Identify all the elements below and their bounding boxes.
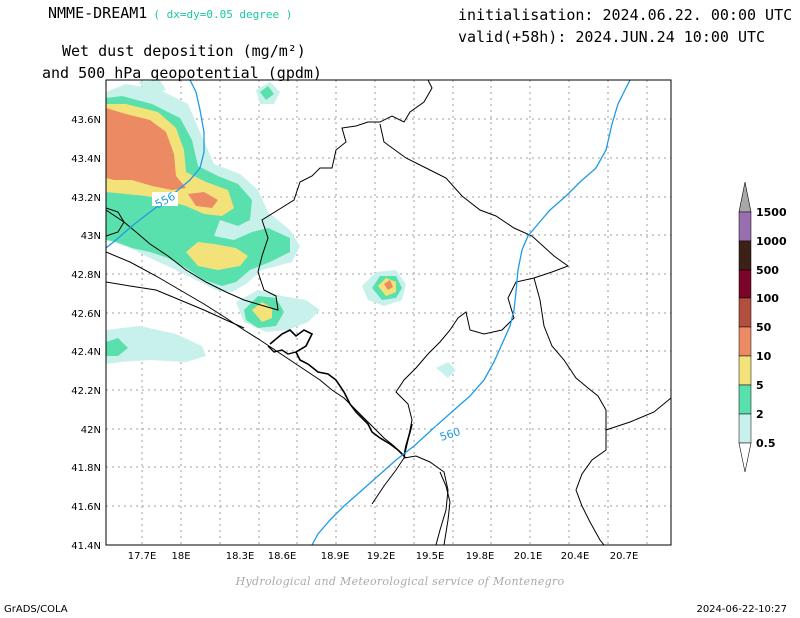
- bay-of-kotor-coast: [269, 329, 413, 458]
- lat-label: 42.4N: [71, 347, 101, 358]
- contour-label-560: 560: [438, 425, 462, 444]
- country-border: [371, 457, 405, 505]
- lat-label: 43N: [81, 231, 101, 242]
- legend-swatch-0.5: [738, 413, 752, 444]
- lat-label: 43.2N: [71, 193, 101, 204]
- field-title-line1: Wet dust deposition (mg/m²): [62, 42, 306, 60]
- resolution-label: ( dx=dy=0.05 degree ): [153, 8, 293, 21]
- dust-area-0.5: [436, 362, 456, 378]
- lat-label: 42.2N: [71, 386, 101, 397]
- software-label: GrADS/COLA: [4, 604, 68, 615]
- legend-label: 100: [756, 292, 779, 305]
- contour-label-bg: [152, 192, 178, 206]
- lat-label: 42.6N: [71, 309, 101, 320]
- country-border: [533, 277, 607, 545]
- legend-swatch-100: [738, 269, 752, 299]
- legend-swatch-1000: [738, 211, 752, 242]
- legend-swatch-5: [738, 355, 752, 386]
- initialisation-time: initialisation: 2024.06.22. 00:00 UTC: [458, 6, 793, 24]
- legend-swatch-500: [738, 240, 752, 271]
- country-border: [379, 123, 570, 459]
- legend-swatch-50: [738, 297, 752, 328]
- lon-label: 19.5E: [416, 551, 445, 562]
- lon-label: 19.8E: [466, 551, 495, 562]
- dust-area-0.5: [106, 326, 206, 364]
- lon-label: 18.6E: [268, 551, 297, 562]
- legend-swatch-2: [738, 384, 752, 415]
- model-name: NMME-DREAM1: [48, 4, 148, 22]
- dust-area-0.5: [138, 80, 166, 94]
- legend-label: 1000: [756, 235, 787, 248]
- lon-label: 19.2E: [367, 551, 396, 562]
- dust-area-10: [384, 280, 393, 290]
- geopotential-contours: [106, 80, 631, 545]
- dust-area-5: [186, 242, 248, 270]
- legend-label: 50: [756, 321, 772, 334]
- lat-label: 42.8N: [71, 270, 101, 281]
- legend-label: 0.5: [756, 437, 776, 450]
- dust-deposition-field: [106, 80, 456, 378]
- dust-area-10: [106, 108, 186, 190]
- legend-label: 10: [756, 350, 772, 363]
- lon-label: 20.7E: [610, 551, 639, 562]
- lat-label: 43.6N: [71, 115, 101, 126]
- river: [439, 471, 451, 545]
- lon-axis: 17.7E 18E 18.3E 18.6E 18.9E 19.2E 19.5E …: [128, 551, 639, 562]
- country-border: [605, 397, 671, 431]
- country-border: [106, 207, 125, 237]
- contour-label-bg: [436, 426, 464, 440]
- lat-label: 43.4N: [71, 154, 101, 165]
- lon-label: 18.9E: [321, 551, 350, 562]
- country-border: [403, 455, 449, 545]
- lat-axis: 43.6N 43.4N 43.2N 43N 42.8N 42.6N 42.4N …: [71, 115, 101, 552]
- map-frame: [105, 79, 672, 546]
- lat-label: 41.6N: [71, 502, 101, 513]
- lat-label: 42N: [81, 425, 101, 436]
- legend-label: 5: [756, 379, 764, 392]
- lat-label: 41.4N: [71, 541, 101, 552]
- bay-inner: [267, 345, 297, 355]
- contour-560: [311, 80, 631, 545]
- lon-label: 20.1E: [514, 551, 543, 562]
- plot-timestamp: 2024-06-22-10:27: [696, 604, 787, 615]
- coastline: [106, 251, 407, 459]
- legend-swatch-10: [738, 326, 752, 357]
- dust-area-2: [260, 86, 274, 100]
- dust-area-10: [188, 192, 218, 208]
- country-border: [106, 80, 433, 311]
- legend-label: 500: [756, 264, 779, 277]
- valid-time: valid(+58h): 2024.JUN.24 10:00 UTC: [458, 28, 766, 46]
- credit-line: Hydrological and Meteorological service …: [235, 575, 565, 588]
- legend-arrow-bottom: [738, 442, 752, 473]
- contour-556: [106, 80, 205, 249]
- legend-arrow-top: [738, 181, 752, 213]
- borders: [106, 80, 671, 545]
- color-legend: 1500 1000 500 100 50 10 5 2 0.5: [738, 181, 787, 473]
- lon-label: 20.4E: [561, 551, 590, 562]
- model-title: NMME-DREAM1 ( dx=dy=0.05 degree ): [48, 4, 292, 22]
- legend-label: 1500: [756, 206, 787, 219]
- lon-label: 17.7E: [128, 551, 157, 562]
- lat-label: 41.8N: [71, 463, 101, 474]
- dust-area-2: [106, 338, 128, 356]
- lon-label: 18E: [171, 551, 190, 562]
- coastline: [106, 281, 245, 329]
- field-title-line2: and 500 hPa geopotential (gpdm): [42, 64, 322, 82]
- legend-label: 2: [756, 408, 764, 421]
- lon-label: 18.3E: [226, 551, 255, 562]
